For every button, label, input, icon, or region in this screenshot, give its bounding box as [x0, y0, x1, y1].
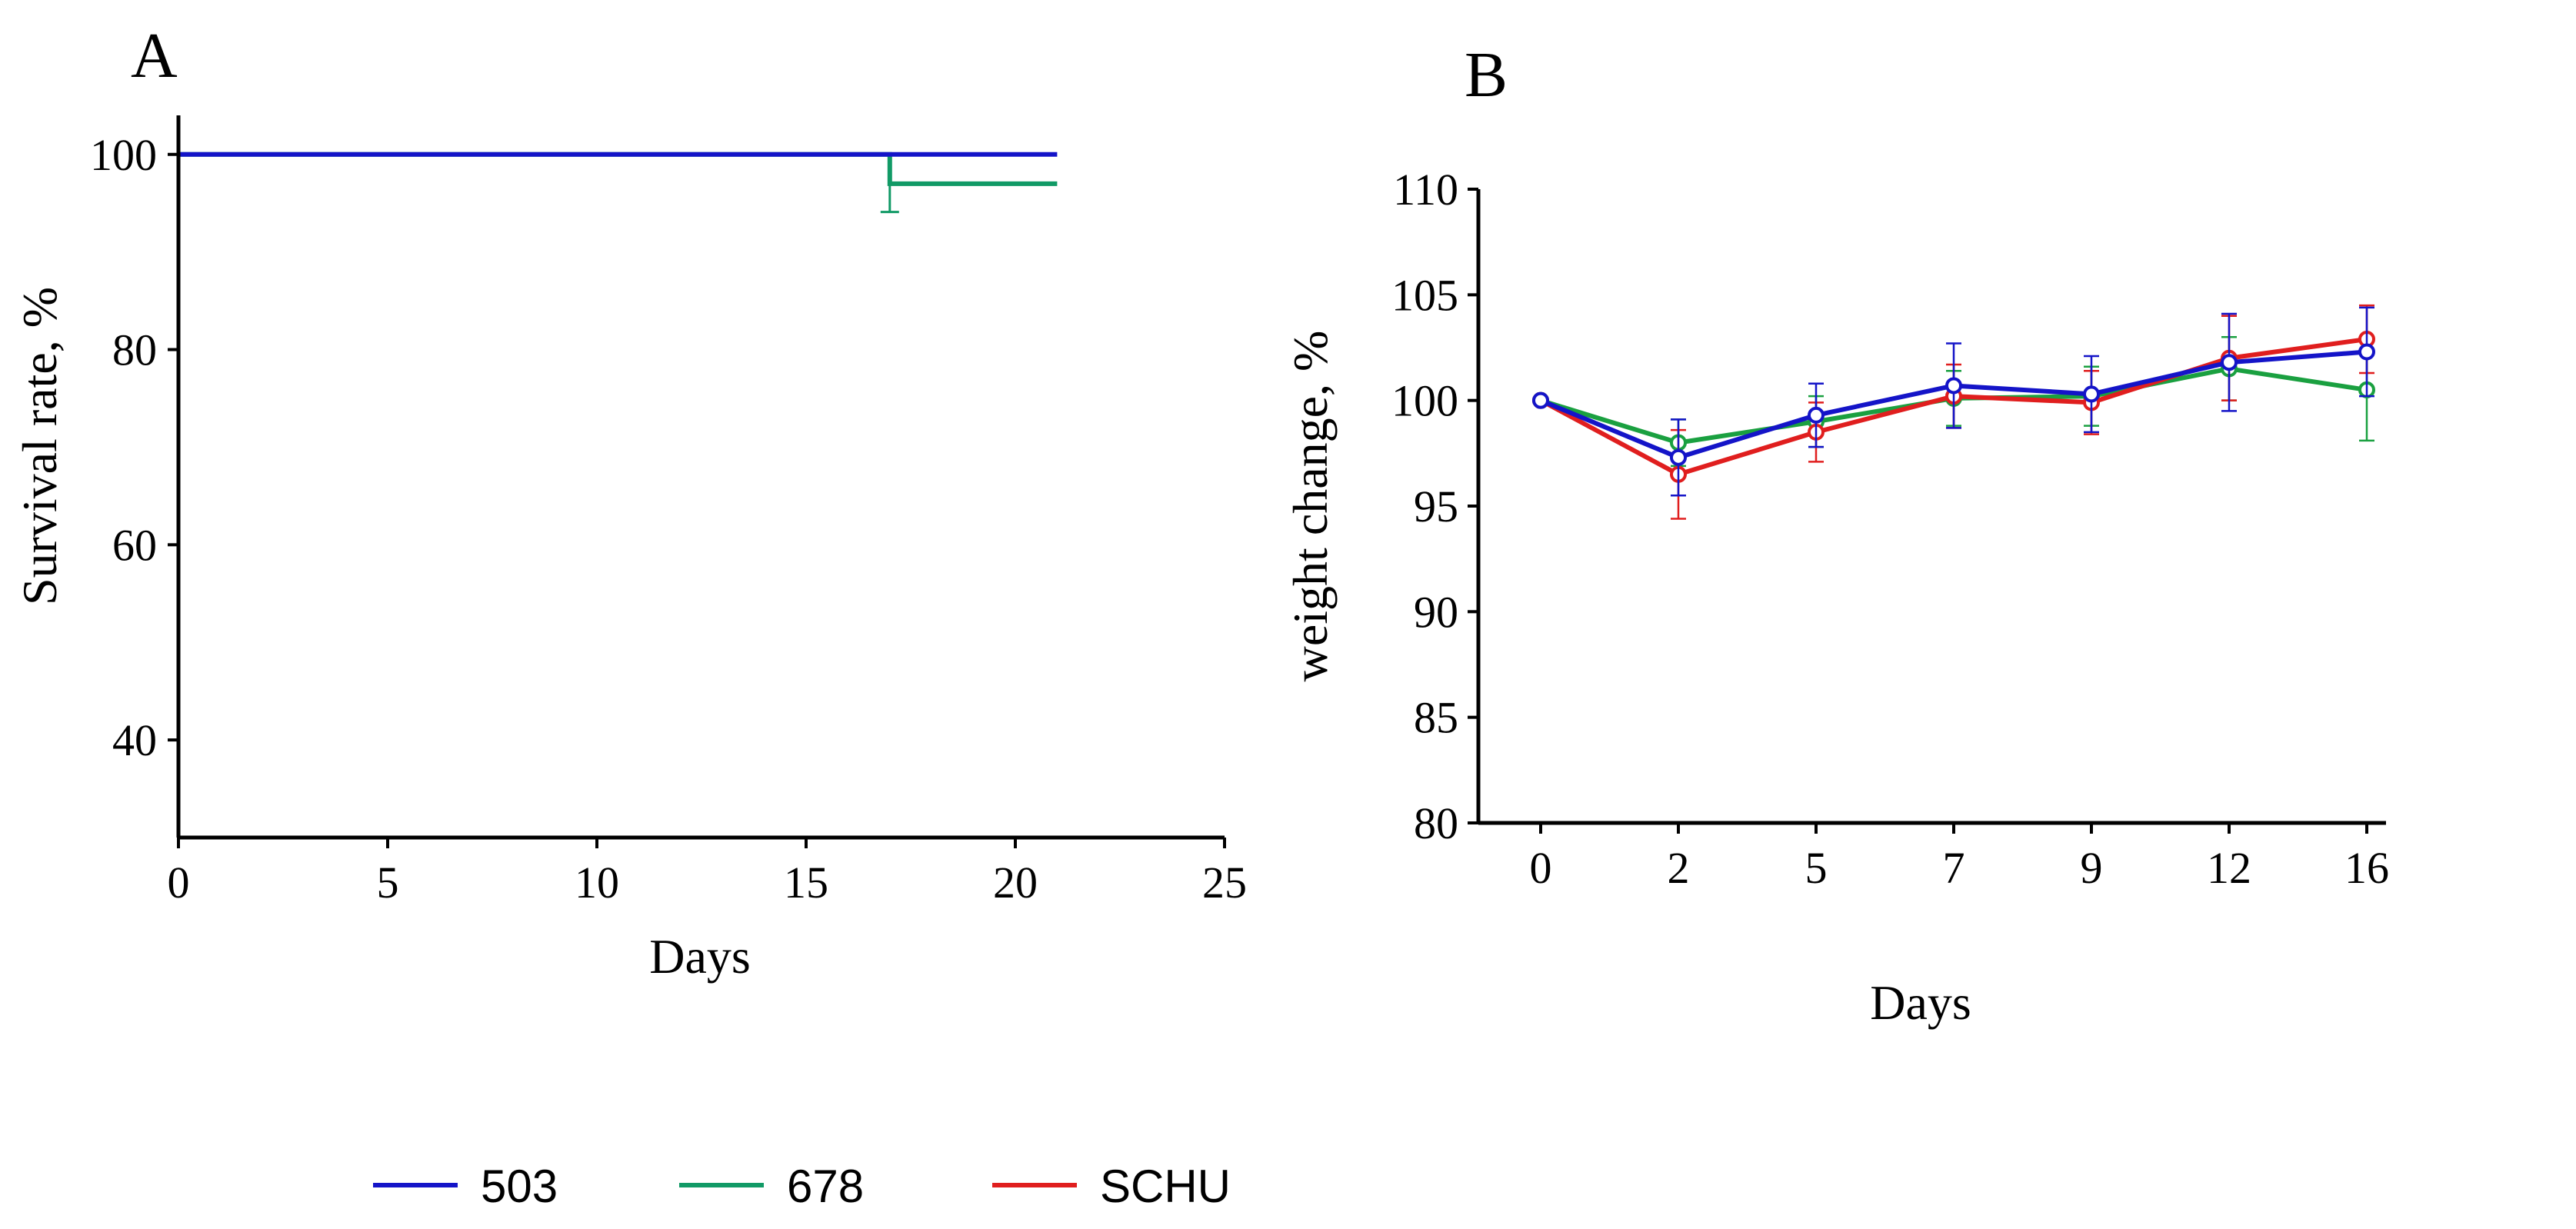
panel-b-y-tick-label: 80: [1414, 798, 1458, 848]
panel-b-series-group: [1532, 304, 2375, 520]
panel-a-x-tick-label: 5: [377, 858, 399, 908]
panel-b-x-ticks: 0 2 5 7 9 12 16: [1530, 823, 2389, 893]
panel-a-y-axis-label: Survival rate, %: [12, 287, 67, 605]
panel-a-x-axis-label: Days: [649, 929, 751, 984]
panel-a-x-tick-label: 10: [575, 858, 619, 908]
panel-b-y-tick-label: 95: [1414, 481, 1458, 531]
panel-a-y-tick-label: 100: [90, 130, 157, 180]
panel-b-y-tick-label: 105: [1391, 270, 1458, 320]
panel-b-x-tick-label: 0: [1530, 843, 1552, 893]
panel-b-y-axis-label: weight change, %: [1283, 331, 1338, 682]
panel-a: A 40 60 80 100 0 5 10 15 20 25 Days Survival rat…: [12, 20, 1247, 984]
panel-a-x-ticks: 0 5 10 15 20 25: [168, 838, 1247, 908]
panel-a-x-tick-label: 20: [993, 858, 1038, 908]
panel-b-y-tick-label: 85: [1414, 693, 1458, 743]
panel-a-label: A: [131, 20, 178, 92]
panel-a-x-tick-label: 15: [784, 858, 828, 908]
panel-b-x-tick-label: 16: [2344, 843, 2389, 893]
panel-b-x-tick-label: 7: [1943, 843, 1965, 893]
panel-b-x-axis-label: Days: [1870, 975, 1971, 1030]
weight-point-503: [2221, 354, 2238, 371]
panel-b: B 80 85 90 95 100 105 110 0 2 5 7 9 12 16 Days weigh…: [1283, 39, 2389, 1030]
panel-b-x-tick-label: 2: [1668, 843, 1690, 893]
legend-item-schu: SCHU: [992, 1161, 1231, 1212]
legend-item-503: 503: [373, 1161, 558, 1212]
panel-b-label: B: [1465, 39, 1508, 111]
survival-line-678: [178, 152, 1058, 186]
panel-a-x-tick-label: 25: [1202, 858, 1247, 908]
legend: 503 678 SCHU: [373, 1161, 1231, 1212]
legend-label-schu: SCHU: [1100, 1161, 1231, 1212]
panel-a-y-tick-label: 80: [112, 325, 157, 375]
weight-point-503: [1670, 448, 1687, 466]
panel-b-y-tick-label: 90: [1414, 587, 1458, 637]
legend-label-678: 678: [787, 1161, 864, 1212]
panel-b-y-ticks: 80 85 90 95 100 105 110: [1391, 165, 1478, 848]
panel-b-y-tick-label: 110: [1393, 165, 1458, 215]
legend-item-678: 678: [679, 1161, 864, 1212]
weight-point-503: [1532, 391, 1549, 409]
weight-point-503: [1808, 406, 1825, 424]
panel-b-x-tick-label: 9: [2081, 843, 2103, 893]
panel-b-x-tick-label: 12: [2207, 843, 2251, 893]
weight-point-503: [2083, 385, 2100, 403]
panel-a-y-tick-label: 60: [112, 520, 157, 570]
weight-point-503: [1945, 377, 1962, 395]
panel-a-series-group: [178, 152, 1058, 214]
panel-a-y-tick-label: 40: [112, 715, 157, 765]
panel-a-y-ticks: 40 60 80 100: [90, 130, 178, 765]
legend-label-503: 503: [481, 1161, 558, 1212]
panel-b-x-tick-label: 5: [1805, 843, 1828, 893]
panel-a-x-tick-label: 0: [168, 858, 190, 908]
weight-point-503: [2358, 343, 2375, 361]
panel-b-y-tick-label: 100: [1391, 376, 1458, 426]
